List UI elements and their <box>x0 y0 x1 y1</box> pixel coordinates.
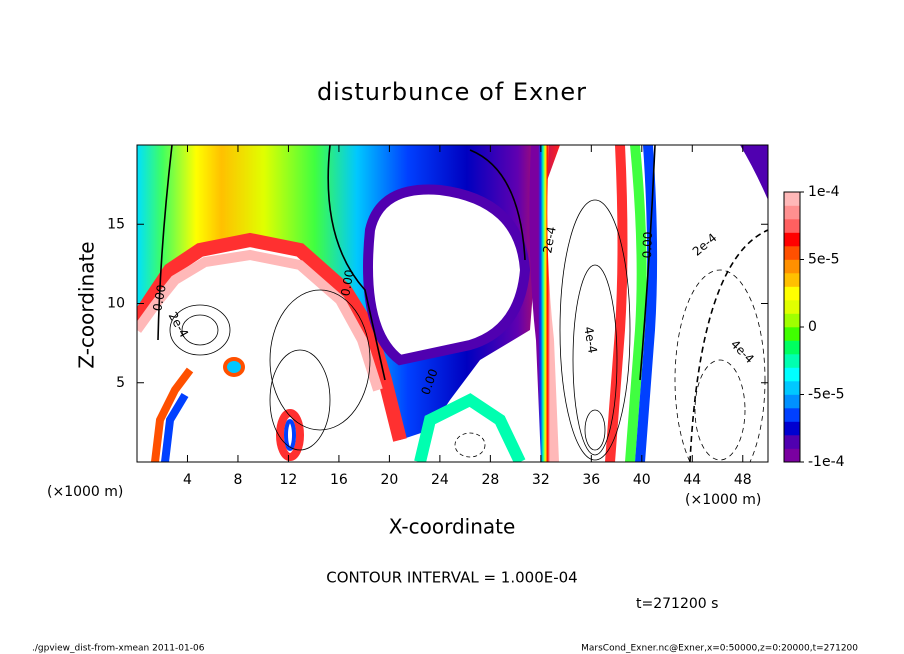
colorbar-tick-label: 1e-4 <box>808 184 840 200</box>
y-tick-label: 10 <box>107 296 125 312</box>
colorbar-band <box>784 259 800 274</box>
colorbar-band <box>784 435 800 449</box>
x-tick-label: 20 <box>380 472 398 488</box>
colorbar-band <box>784 300 800 314</box>
y-axis-label: Z-coordinate <box>75 241 99 368</box>
colorbar-band <box>784 448 800 463</box>
contour-label: 0.00 <box>640 231 655 258</box>
contour-interval: CONTOUR INTERVAL = 1.000E-04 <box>326 569 577 587</box>
y-tick-label: 15 <box>107 216 125 232</box>
colorbar-band <box>784 232 800 247</box>
colorbar-band <box>784 367 800 382</box>
footer-right: MarsCond_Exner.nc@Exner,x=0:50000,z=0:20… <box>581 644 858 654</box>
colorbar-tick-label: -1e-4 <box>808 454 845 470</box>
colorbar-tick-label: 5e-5 <box>808 252 839 268</box>
x-unit: (×1000 m) <box>685 492 761 508</box>
colorbar-tick-label: -5e-5 <box>808 387 845 403</box>
contour-label: 4e-4 <box>581 325 599 354</box>
colorbar-band <box>784 394 800 409</box>
contour-label: 2e-4 <box>540 225 558 254</box>
colorbar-band <box>784 192 800 206</box>
colorbar-band <box>784 286 800 301</box>
chart-title: disturbunce of Exner <box>317 78 587 106</box>
footer-left: ./gpview_dist-from-xmean 2011-01-06 <box>32 644 205 654</box>
x-tick-label: 40 <box>633 472 651 488</box>
x-tick-label: 48 <box>734 472 752 488</box>
colorbar-band <box>784 421 800 436</box>
colorbar-band <box>784 354 800 368</box>
colorbar-band <box>784 219 800 233</box>
colorbar-band <box>784 408 800 422</box>
x-tick-label: 8 <box>233 472 242 488</box>
x-axis-label: X-coordinate <box>389 515 516 539</box>
x-tick-label: 16 <box>330 472 348 488</box>
x-tick-label: 12 <box>280 472 298 488</box>
x-tick-label: 24 <box>431 472 449 488</box>
contour-field <box>137 145 768 462</box>
colorbar-band <box>784 313 800 328</box>
colorbar-band <box>784 246 800 260</box>
y-tick-label: 5 <box>116 375 125 391</box>
x-tick-label: 32 <box>532 472 550 488</box>
colorbar-band <box>784 327 800 341</box>
colorbar-band <box>784 273 800 287</box>
contour-label: 0.00 <box>338 269 356 298</box>
y-unit: (×1000 m) <box>47 484 123 500</box>
time-label: t=271200 s <box>636 596 718 612</box>
x-tick-label: 28 <box>481 472 499 488</box>
colorbar-band <box>784 381 800 395</box>
contour-label: 0.00 <box>150 284 168 313</box>
colorbar-band <box>784 340 800 355</box>
colorbar-band <box>784 205 800 220</box>
x-tick-label: 4 <box>183 472 192 488</box>
x-tick-label: 44 <box>683 472 701 488</box>
x-tick-label: 36 <box>582 472 600 488</box>
colorbar-tick-label: 0 <box>808 319 817 335</box>
